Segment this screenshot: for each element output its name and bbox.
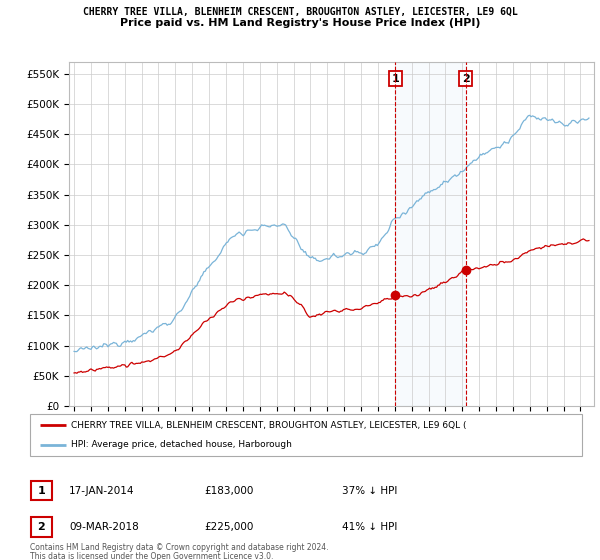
Text: £225,000: £225,000 xyxy=(204,522,253,532)
Text: 1: 1 xyxy=(392,73,400,83)
Text: 2: 2 xyxy=(461,73,469,83)
Text: 41% ↓ HPI: 41% ↓ HPI xyxy=(342,522,397,532)
Text: 1: 1 xyxy=(38,486,45,496)
Text: Price paid vs. HM Land Registry's House Price Index (HPI): Price paid vs. HM Land Registry's House … xyxy=(120,18,480,29)
Text: This data is licensed under the Open Government Licence v3.0.: This data is licensed under the Open Gov… xyxy=(30,552,274,560)
Bar xyxy=(395,62,466,406)
Text: HPI: Average price, detached house, Harborough: HPI: Average price, detached house, Harb… xyxy=(71,440,292,450)
Text: £183,000: £183,000 xyxy=(204,486,253,496)
Text: 2: 2 xyxy=(38,522,45,532)
Text: CHERRY TREE VILLA, BLENHEIM CRESCENT, BROUGHTON ASTLEY, LEICESTER, LE9 6QL: CHERRY TREE VILLA, BLENHEIM CRESCENT, BR… xyxy=(83,7,517,17)
Text: 09-MAR-2018: 09-MAR-2018 xyxy=(69,522,139,532)
Text: CHERRY TREE VILLA, BLENHEIM CRESCENT, BROUGHTON ASTLEY, LEICESTER, LE9 6QL (: CHERRY TREE VILLA, BLENHEIM CRESCENT, BR… xyxy=(71,421,467,430)
Text: Contains HM Land Registry data © Crown copyright and database right 2024.: Contains HM Land Registry data © Crown c… xyxy=(30,543,329,552)
Text: 17-JAN-2014: 17-JAN-2014 xyxy=(69,486,134,496)
Text: 37% ↓ HPI: 37% ↓ HPI xyxy=(342,486,397,496)
